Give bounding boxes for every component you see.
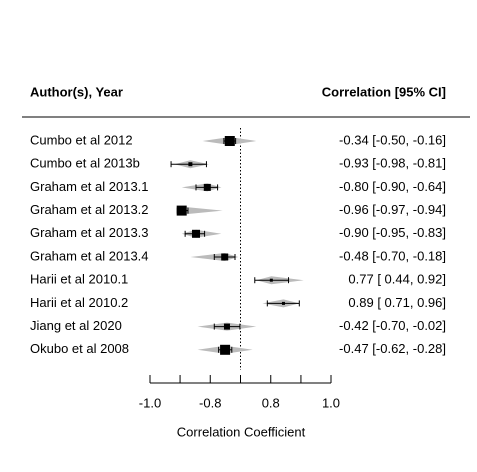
x-tick-label: -0.8 bbox=[199, 395, 221, 410]
ci-label: 0.89 [ 0.71, 0.96] bbox=[348, 295, 446, 310]
estimate-square bbox=[192, 229, 201, 238]
ci-label: -0.96 [-0.97, -0.94] bbox=[339, 202, 446, 217]
ci-label: -0.90 [-0.95, -0.83] bbox=[339, 225, 446, 240]
ci-label: -0.93 [-0.98, -0.81] bbox=[339, 156, 446, 171]
estimate-square bbox=[203, 183, 211, 191]
x-tick-label: -1.0 bbox=[139, 395, 161, 410]
header-left: Author(s), Year bbox=[30, 84, 123, 99]
study-label: Cumbo et al 2013b bbox=[30, 156, 140, 171]
prediction-diamond bbox=[181, 206, 223, 215]
ci-label: 0.77 [ 0.44, 0.92] bbox=[348, 272, 446, 287]
study-label: Graham et al 2013.3 bbox=[30, 225, 149, 240]
estimate-square bbox=[188, 162, 193, 167]
x-tick-label: 1.0 bbox=[322, 395, 340, 410]
study-label: Jiang et al 2020 bbox=[30, 318, 122, 333]
study-label: Graham et al 2013.2 bbox=[30, 202, 149, 217]
study-label: Harii et al 2010.1 bbox=[30, 272, 128, 287]
ci-label: -0.80 [-0.90, -0.64] bbox=[339, 179, 446, 194]
study-label: Graham et al 2013.1 bbox=[30, 179, 149, 194]
ci-label: -0.47 [-0.62, -0.28] bbox=[339, 341, 446, 356]
estimate-square bbox=[176, 205, 187, 216]
x-tick-label: 0.8 bbox=[262, 395, 280, 410]
estimate-square bbox=[269, 278, 273, 282]
study-label: Graham et al 2013.4 bbox=[30, 248, 149, 263]
ci-label: -0.48 [-0.70, -0.18] bbox=[339, 248, 446, 263]
x-axis-label: Correlation Coefficient bbox=[177, 424, 306, 439]
study-label: Cumbo et al 2012 bbox=[30, 132, 133, 147]
header-right: Correlation [95% CI] bbox=[322, 84, 446, 99]
estimate-square bbox=[281, 301, 285, 305]
estimate-square bbox=[220, 344, 231, 355]
estimate-square bbox=[224, 136, 235, 146]
ci-label: -0.42 [-0.70, -0.02] bbox=[339, 318, 446, 333]
estimate-square bbox=[221, 253, 229, 261]
ci-label: -0.34 [-0.50, -0.16] bbox=[339, 132, 446, 147]
study-label: Okubo et al 2008 bbox=[30, 341, 129, 356]
estimate-square bbox=[223, 323, 230, 330]
study-label: Harii et al 2010.2 bbox=[30, 295, 128, 310]
